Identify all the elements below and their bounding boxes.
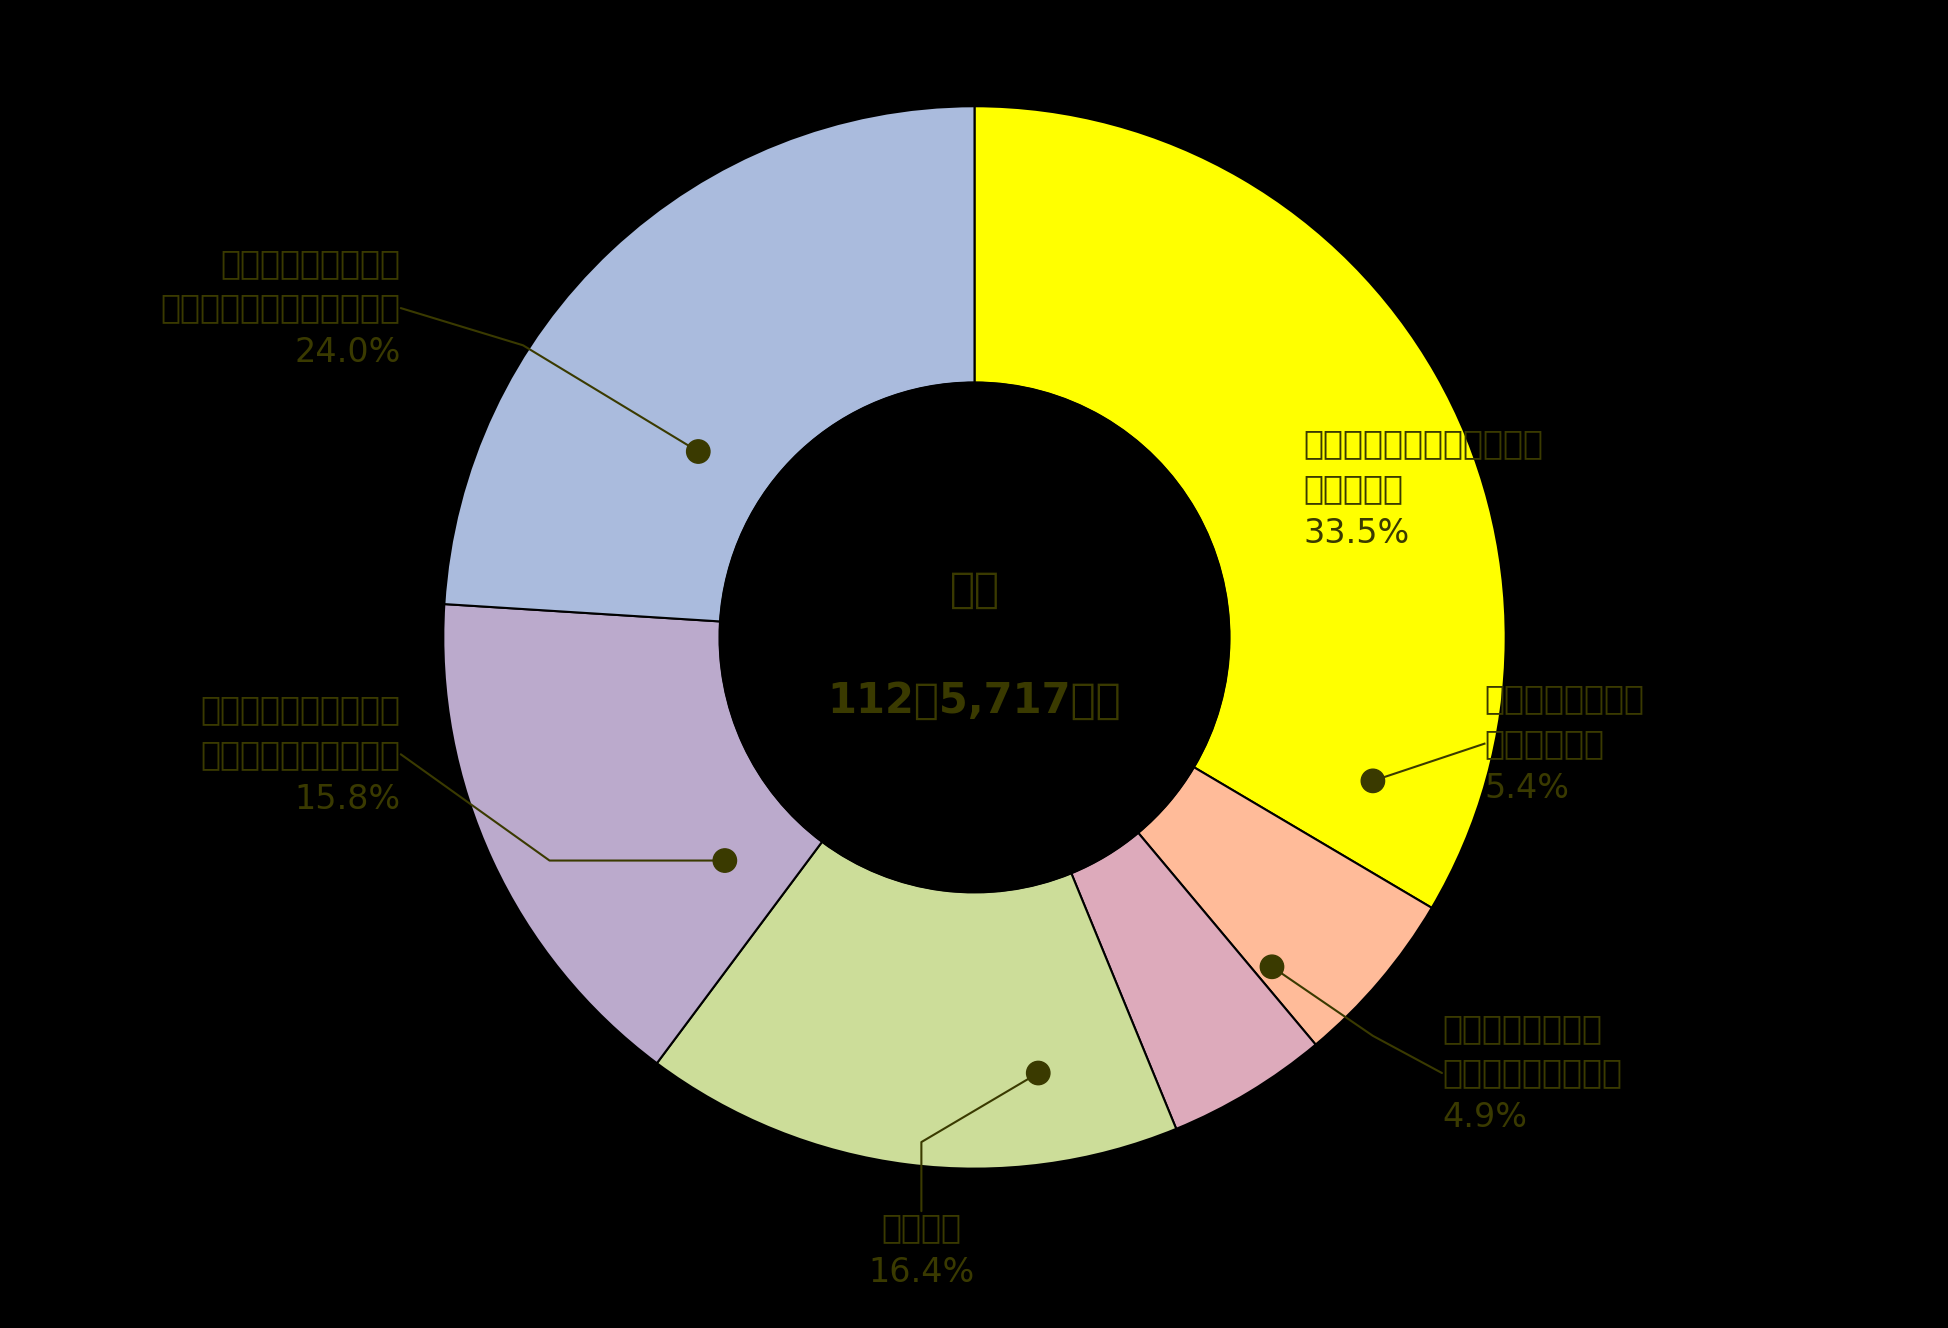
Circle shape: [1260, 955, 1284, 979]
Wedge shape: [442, 604, 822, 1064]
Text: 道路や住宅などの
整備のために
5.4%: 道路や住宅などの 整備のために 5.4%: [1484, 683, 1644, 805]
Text: 教育や科学技術を
さかんにするために
4.9%: 教育や科学技術を さかんにするために 4.9%: [1442, 1012, 1621, 1134]
Circle shape: [719, 382, 1229, 892]
Text: 都道府県や市区町村の
財政をおぎなうために
15.8%: 都道府県や市区町村の 財政をおぎなうために 15.8%: [201, 693, 401, 815]
Wedge shape: [1138, 768, 1432, 1045]
Text: そのほか
16.4%: そのほか 16.4%: [867, 1211, 974, 1289]
Circle shape: [1027, 1061, 1050, 1085]
Circle shape: [713, 849, 736, 872]
Text: 国の借金を返したり
利子を払ったりするために
24.0%: 国の借金を返したり 利子を払ったりするために 24.0%: [162, 247, 401, 369]
Text: 112兆5,717億円: 112兆5,717億円: [828, 680, 1120, 722]
Wedge shape: [1071, 833, 1315, 1129]
Text: 総額: 総額: [949, 568, 999, 611]
Circle shape: [686, 440, 709, 463]
Wedge shape: [444, 106, 974, 622]
Wedge shape: [656, 842, 1177, 1169]
Text: わたしたちの健康や生活を
守るために
33.5%: わたしたちの健康や生活を 守るために 33.5%: [1303, 428, 1543, 550]
Wedge shape: [974, 106, 1506, 908]
Circle shape: [1360, 769, 1383, 793]
